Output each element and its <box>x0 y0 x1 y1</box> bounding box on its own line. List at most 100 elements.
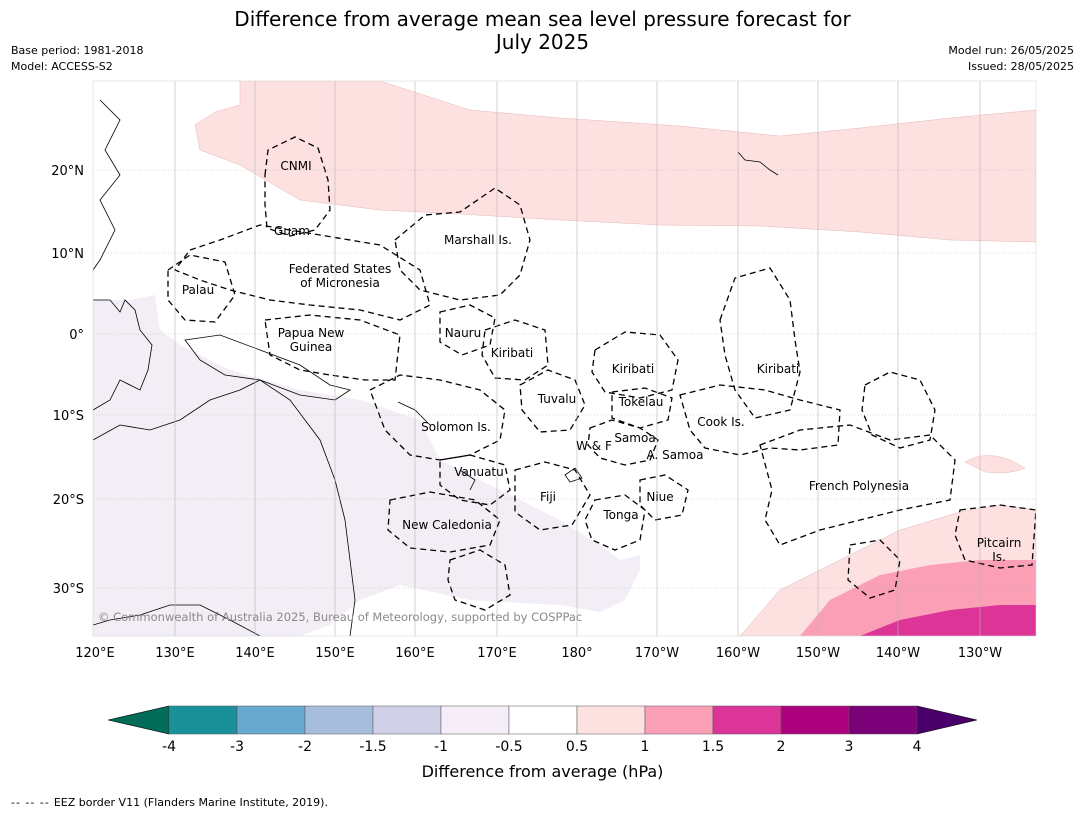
region-label-line: Guinea <box>290 340 333 354</box>
eez-marshall <box>394 187 531 301</box>
colorbar-tick-label: -4 <box>162 739 176 755</box>
model-run: Model run: 26/05/2025 <box>948 44 1074 57</box>
colorbar-tick-label: -0.5 <box>495 739 522 755</box>
colorbar-tick-label: 1 <box>641 739 650 755</box>
eez-kiribati-e <box>719 267 801 419</box>
eez-source: EEZ border V11 (Flanders Marine Institut… <box>53 796 328 809</box>
eez-fsm <box>173 224 431 321</box>
lat-tick-label: 0° <box>69 328 84 343</box>
region-label-line: Niue <box>646 490 673 504</box>
lon-tick-label: 130°E <box>155 646 195 661</box>
colorbar-under-arrow <box>107 705 170 735</box>
eez-kiribati-w <box>481 319 549 381</box>
colorbar-bin <box>440 705 510 735</box>
region-label-line: French Polynesia <box>809 479 909 493</box>
region-label-line: New Caledonia <box>402 518 492 532</box>
eez-marquesas <box>861 371 936 449</box>
copyright-text: © Commonwealth of Australia 2025, Bureau… <box>98 610 582 624</box>
lon-tick-label: 160°E <box>395 646 435 661</box>
colorbar-over-arrow <box>916 705 978 735</box>
region-label-niue: Niue <box>646 490 673 504</box>
lat-tick-label: 20°S <box>53 493 84 508</box>
colorbar-tick-label: -2 <box>298 739 312 755</box>
lon-axis: 120°E 130°E 140°E 150°E 160°E 170°E 180° 170°W 1… <box>75 646 1002 661</box>
lon-tick-label: 180° <box>561 646 592 661</box>
eez-austral <box>847 539 901 599</box>
colorbar-tick-label: 0.5 <box>566 739 588 755</box>
eez-samoa <box>587 419 659 466</box>
region-labels: CNMI Guam Marshall Is. Federated States of M… <box>182 159 1021 564</box>
eez-kiribati-c <box>591 331 679 399</box>
region-label-line: Vanuatu <box>454 465 504 479</box>
eez-norfolk <box>447 549 511 611</box>
region-label-line: Samoa <box>614 431 655 445</box>
meta-right: Model run: 26/05/2025 Issued: 28/05/2025 <box>948 43 1074 75</box>
coast-australia <box>93 379 356 636</box>
title-line-1: Difference from average mean sea level p… <box>234 7 851 31</box>
map-field: CNMI Guam Marshall Is. Federated States of M… <box>93 81 1036 636</box>
region-label-line: Kiribati <box>757 362 799 376</box>
colorbar-label: Difference from average (hPa) <box>421 762 664 781</box>
eez-dash-sample: -- -- -- <box>11 796 50 809</box>
region-label-line: Is. <box>992 550 1006 564</box>
graticule <box>93 81 1036 636</box>
region-label-nauru: Nauru <box>445 326 481 340</box>
region-label-cnmi: CNMI <box>280 159 311 173</box>
eez-fiji <box>514 461 591 531</box>
title-line-2: July 2025 <box>495 30 590 54</box>
anomaly-pos-north <box>194 81 1036 243</box>
map-title: Difference from average mean sea level p… <box>0 8 1085 54</box>
colorbar-bin <box>372 705 442 735</box>
region-label-line: Palau <box>182 283 214 297</box>
eez-cnmi-guam <box>264 136 331 237</box>
colorbar-tick-label: 2 <box>777 739 786 755</box>
colorbar-bin <box>304 705 374 735</box>
coast-vanuatu <box>459 469 476 491</box>
eez-borders <box>167 136 1036 611</box>
colorbar-tick-label: -1.5 <box>359 739 386 755</box>
eez-new-caledonia <box>387 491 501 553</box>
region-label-samoa: Samoa <box>614 431 655 445</box>
eez-pitcairn <box>954 504 1036 569</box>
region-label-line: Papua New <box>278 326 345 340</box>
region-label-line: Kiribati <box>491 346 533 360</box>
colorbar-tick-label: -1 <box>434 739 448 755</box>
lon-tick-label: 150°W <box>796 646 840 661</box>
region-label-line: Guam <box>274 224 310 238</box>
eez-french-polynesia <box>759 424 956 546</box>
region-label-kiribati-w: Kiribati <box>491 346 533 360</box>
region-label-line: Fiji <box>540 490 556 504</box>
lat-tick-label: 20°N <box>51 164 84 179</box>
coast-new-guinea <box>184 334 351 401</box>
region-label-tuvalu: Tuvalu <box>537 392 577 406</box>
coast-fiji <box>564 467 583 483</box>
lon-tick-label: 170°E <box>477 646 517 661</box>
region-label-line: A. Samoa <box>647 448 704 462</box>
region-label-frpoly: French Polynesia <box>809 479 909 493</box>
region-label-png: Papua New Guinea <box>278 326 345 354</box>
colorbar-bin <box>168 705 238 735</box>
region-label-newcal: New Caledonia <box>402 518 492 532</box>
region-label-solomon: Solomon Is. <box>421 420 491 434</box>
anomaly-high-south <box>860 605 1036 636</box>
lon-tick-label: 170°W <box>635 646 679 661</box>
coast-philippines <box>93 99 121 271</box>
eez-niue <box>639 474 689 521</box>
region-label-tonga: Tonga <box>602 508 638 522</box>
lon-tick-label: 150°E <box>315 646 355 661</box>
region-label-line: Cook Is. <box>697 415 744 429</box>
region-label-guam: Guam <box>274 224 310 238</box>
colorbar-bin <box>644 705 714 735</box>
region-label-vanuatu: Vanuatu <box>454 465 504 479</box>
issued-date: Issued: 28/05/2025 <box>967 60 1074 73</box>
region-label-line: of Micronesia <box>300 276 380 290</box>
region-label-line: Nauru <box>445 326 481 340</box>
colorbar-tick-label: 4 <box>913 739 922 755</box>
colorbar-bin <box>508 705 578 735</box>
lon-tick-label: 160°W <box>716 646 760 661</box>
map-frame <box>92 80 1037 637</box>
region-label-line: Federated States <box>289 262 391 276</box>
colorbar: -4 -3 -2 -1.5 -1 -0.5 0.5 1 1.5 2 3 4 <box>107 705 978 755</box>
region-label-tokelau: Tokelau <box>618 395 664 409</box>
lon-tick-label: 140°E <box>235 646 275 661</box>
